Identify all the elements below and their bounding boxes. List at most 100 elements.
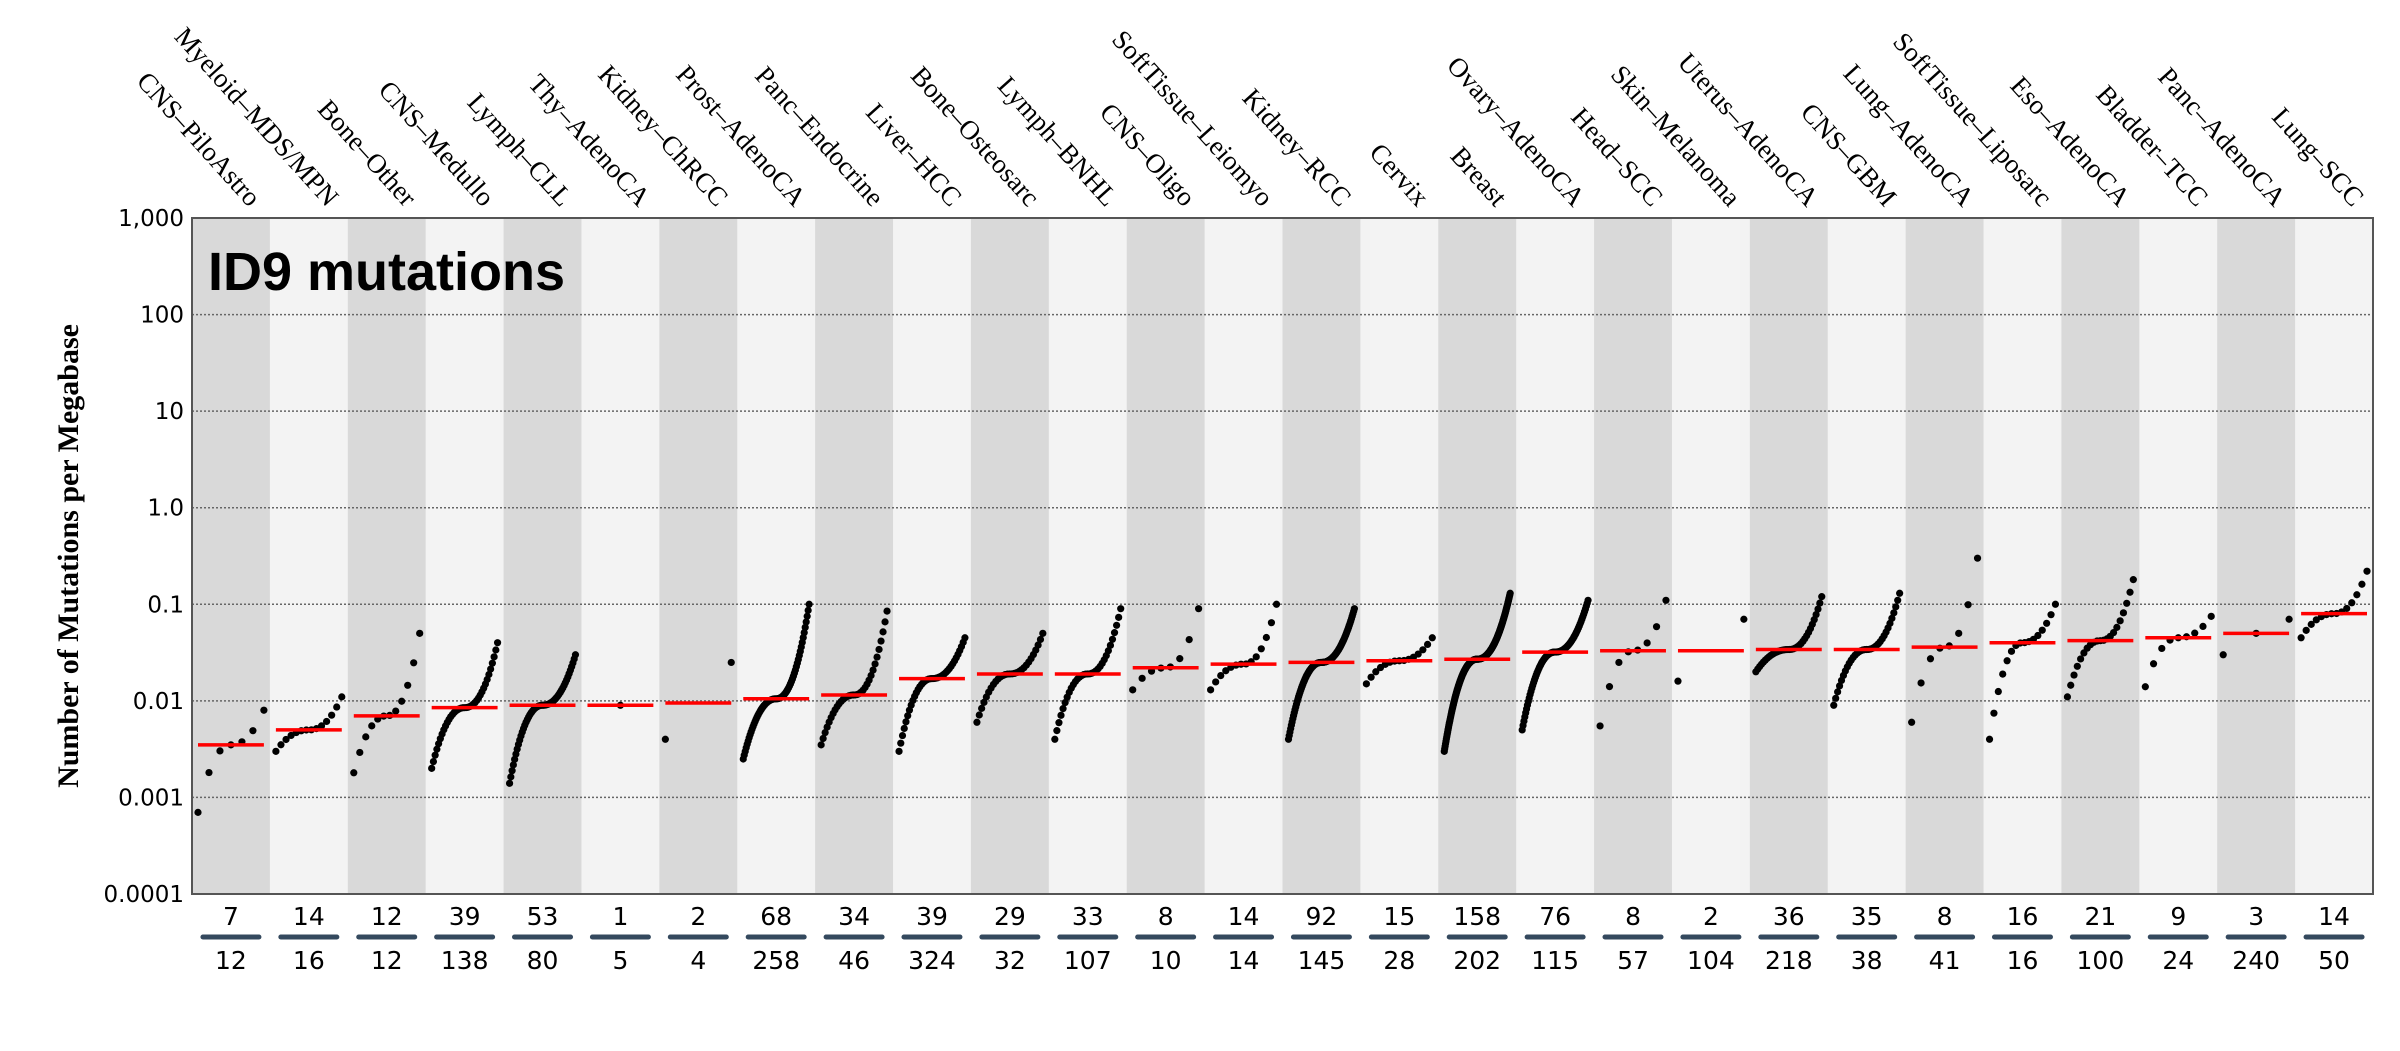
y-tick-label: 0.01 xyxy=(133,689,184,715)
data-point xyxy=(2285,615,2293,623)
data-point xyxy=(1652,623,1661,631)
data-point xyxy=(2077,655,2085,663)
data-point xyxy=(2353,591,2361,599)
data-point xyxy=(1053,727,1061,735)
data-point xyxy=(1888,614,1896,622)
data-point xyxy=(875,645,883,654)
data-point xyxy=(1252,653,1260,661)
data-point xyxy=(821,728,829,737)
data-point xyxy=(1964,601,1972,609)
total-count: 115 xyxy=(1531,946,1579,975)
data-point xyxy=(362,733,370,741)
data-point xyxy=(2034,631,2042,640)
column-band xyxy=(1905,218,1985,894)
data-point xyxy=(727,658,735,667)
data-point xyxy=(2051,600,2060,608)
data-point xyxy=(2297,634,2305,642)
data-point xyxy=(2113,623,2121,631)
data-point xyxy=(871,660,879,668)
samples-with-count: 1 xyxy=(612,902,628,931)
data-point xyxy=(1419,646,1427,654)
samples-with-count: 29 xyxy=(994,902,1026,931)
data-point xyxy=(1257,645,1265,653)
data-point xyxy=(900,724,908,733)
data-point xyxy=(879,628,887,636)
data-point xyxy=(1372,668,1380,676)
data-point xyxy=(1039,629,1047,637)
samples-with-count: 8 xyxy=(1625,902,1641,931)
data-point xyxy=(1896,589,1904,597)
samples-with-count: 53 xyxy=(527,902,559,931)
data-point xyxy=(1999,670,2007,678)
column-band xyxy=(893,218,972,894)
data-point xyxy=(2348,599,2356,607)
data-point xyxy=(1835,682,1844,690)
column-band xyxy=(2217,218,2296,894)
samples-with-count: 2 xyxy=(1703,902,1719,931)
data-point xyxy=(328,711,336,719)
data-point xyxy=(2191,629,2199,637)
data-point xyxy=(350,769,358,777)
data-point xyxy=(277,741,285,749)
samples-with-count: 92 xyxy=(1306,902,1338,931)
y-tick-labels: 0.0001 0.001 0.01 0.1 1.0 10 100 1,000 xyxy=(104,206,184,908)
column-band xyxy=(269,218,349,894)
y-axis-label: Number of Mutations per Megabase xyxy=(52,324,85,788)
data-point xyxy=(1994,687,2002,696)
data-point xyxy=(803,612,811,620)
total-count: 16 xyxy=(293,946,325,975)
samples-with-count: 39 xyxy=(916,902,948,931)
data-point xyxy=(1990,709,1998,717)
total-count: 107 xyxy=(1064,946,1112,975)
data-point xyxy=(1362,680,1370,688)
data-point xyxy=(1057,711,1065,719)
data-point xyxy=(1104,647,1112,655)
column-band xyxy=(192,218,271,894)
column-band xyxy=(1749,218,1829,894)
data-point xyxy=(1059,705,1067,713)
total-count: 80 xyxy=(527,946,559,975)
column-band xyxy=(1282,218,1361,894)
samples-with-count: 2 xyxy=(690,902,706,931)
total-count: 46 xyxy=(838,946,870,975)
data-point xyxy=(485,670,493,679)
data-point xyxy=(1207,686,1215,694)
data-point xyxy=(1115,613,1123,621)
column-band xyxy=(1671,218,1751,894)
data-point xyxy=(493,639,502,647)
total-count: 100 xyxy=(2077,946,2125,975)
y-tick-label: 1.0 xyxy=(147,496,184,522)
data-point xyxy=(416,629,424,637)
total-count: 28 xyxy=(1383,946,1415,975)
samples-with-count: 14 xyxy=(293,902,325,931)
data-point xyxy=(1217,671,1225,680)
data-point xyxy=(1176,655,1184,663)
data-point xyxy=(1894,596,1902,604)
column-bands xyxy=(192,218,2374,894)
data-point xyxy=(1272,600,1281,608)
data-point xyxy=(1596,722,1604,730)
data-point xyxy=(2358,580,2366,588)
total-count: 41 xyxy=(1929,946,1961,975)
samples-with-count: 36 xyxy=(1773,902,1805,931)
data-point xyxy=(507,773,515,781)
data-point xyxy=(505,779,514,787)
data-point xyxy=(1662,596,1670,604)
data-point xyxy=(2302,626,2310,634)
data-point xyxy=(488,659,496,667)
total-count: 104 xyxy=(1687,946,1735,975)
data-point xyxy=(1055,719,1063,727)
data-point xyxy=(897,739,905,747)
data-point xyxy=(1892,603,1900,611)
samples-with-count: 68 xyxy=(760,902,792,931)
data-point xyxy=(194,808,202,816)
total-count: 24 xyxy=(2162,946,2194,975)
category-label: Breast xyxy=(1445,141,1514,213)
samples-with-count: 7 xyxy=(223,902,239,931)
column-band xyxy=(659,218,738,894)
data-point xyxy=(1908,718,1916,726)
data-point xyxy=(961,634,969,642)
data-point xyxy=(2119,609,2128,617)
column-band xyxy=(1516,218,1595,894)
samples-with-count: 76 xyxy=(1539,902,1571,931)
